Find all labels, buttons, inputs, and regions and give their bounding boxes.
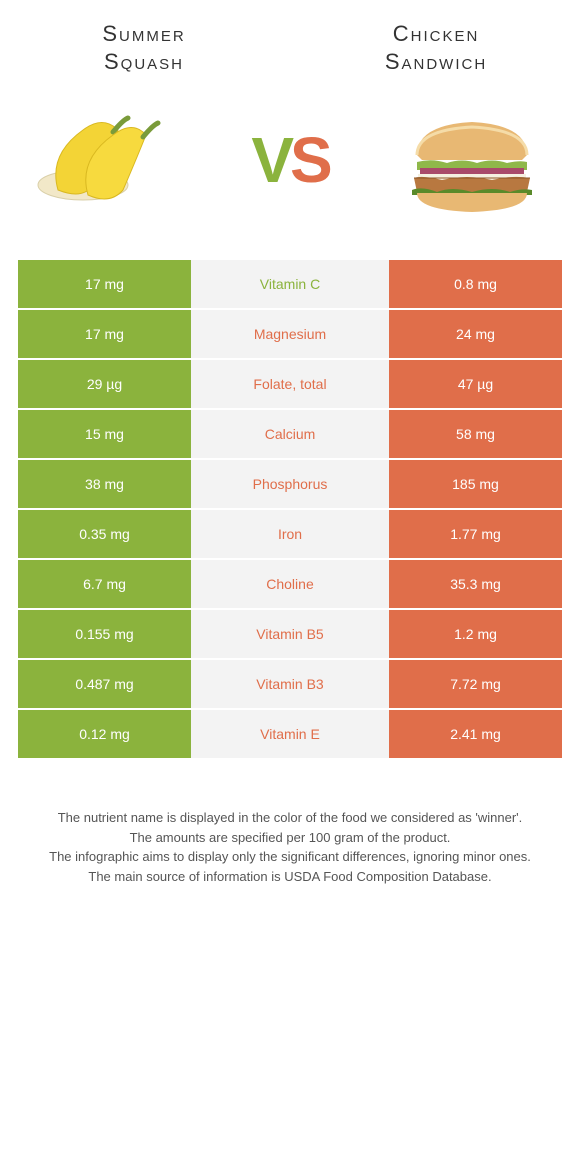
right-value: 2.41 mg [389,710,562,758]
sandwich-image [392,90,552,230]
infographic-container: SummerSquash ChickenSandwich VS [0,0,580,916]
footer-line: The amounts are specified per 100 gram o… [28,828,552,848]
left-value: 38 mg [18,460,191,508]
vs-label: VS [251,123,328,197]
right-value: 47 µg [389,360,562,408]
nutrient-name: Choline [191,560,389,608]
left-value: 0.35 mg [18,510,191,558]
table-row: 17 mgVitamin C0.8 mg [18,260,562,308]
nutrient-name: Vitamin C [191,260,389,308]
nutrient-name: Magnesium [191,310,389,358]
nutrient-name: Phosphorus [191,460,389,508]
nutrient-name: Iron [191,510,389,558]
comparison-table: 17 mgVitamin C0.8 mg17 mgMagnesium24 mg2… [18,260,562,758]
table-row: 15 mgCalcium58 mg [18,410,562,458]
left-value: 15 mg [18,410,191,458]
footer-notes: The nutrient name is displayed in the co… [18,808,562,886]
left-value: 6.7 mg [18,560,191,608]
table-row: 6.7 mgCholine35.3 mg [18,560,562,608]
table-row: 0.155 mgVitamin B51.2 mg [18,610,562,658]
right-value: 58 mg [389,410,562,458]
title-right: ChickenSandwich [320,20,552,75]
header-titles: SummerSquash ChickenSandwich [18,20,562,75]
nutrient-name: Folate, total [191,360,389,408]
footer-line: The infographic aims to display only the… [28,847,552,867]
table-row: 17 mgMagnesium24 mg [18,310,562,358]
left-value: 29 µg [18,360,191,408]
footer-line: The main source of information is USDA F… [28,867,552,887]
title-left: SummerSquash [28,20,260,75]
table-row: 0.487 mgVitamin B37.72 mg [18,660,562,708]
right-value: 1.2 mg [389,610,562,658]
right-value: 0.8 mg [389,260,562,308]
table-row: 0.12 mgVitamin E2.41 mg [18,710,562,758]
table-row: 29 µgFolate, total47 µg [18,360,562,408]
nutrient-name: Vitamin B5 [191,610,389,658]
right-value: 1.77 mg [389,510,562,558]
right-value: 7.72 mg [389,660,562,708]
right-value: 24 mg [389,310,562,358]
right-value: 185 mg [389,460,562,508]
nutrient-name: Calcium [191,410,389,458]
table-row: 0.35 mgIron1.77 mg [18,510,562,558]
nutrient-name: Vitamin B3 [191,660,389,708]
table-row: 38 mgPhosphorus185 mg [18,460,562,508]
nutrient-name: Vitamin E [191,710,389,758]
left-value: 0.487 mg [18,660,191,708]
images-row: VS [18,90,562,230]
left-value: 0.155 mg [18,610,191,658]
right-value: 35.3 mg [389,560,562,608]
left-value: 0.12 mg [18,710,191,758]
footer-line: The nutrient name is displayed in the co… [28,808,552,828]
left-value: 17 mg [18,260,191,308]
squash-image [28,90,188,230]
left-value: 17 mg [18,310,191,358]
